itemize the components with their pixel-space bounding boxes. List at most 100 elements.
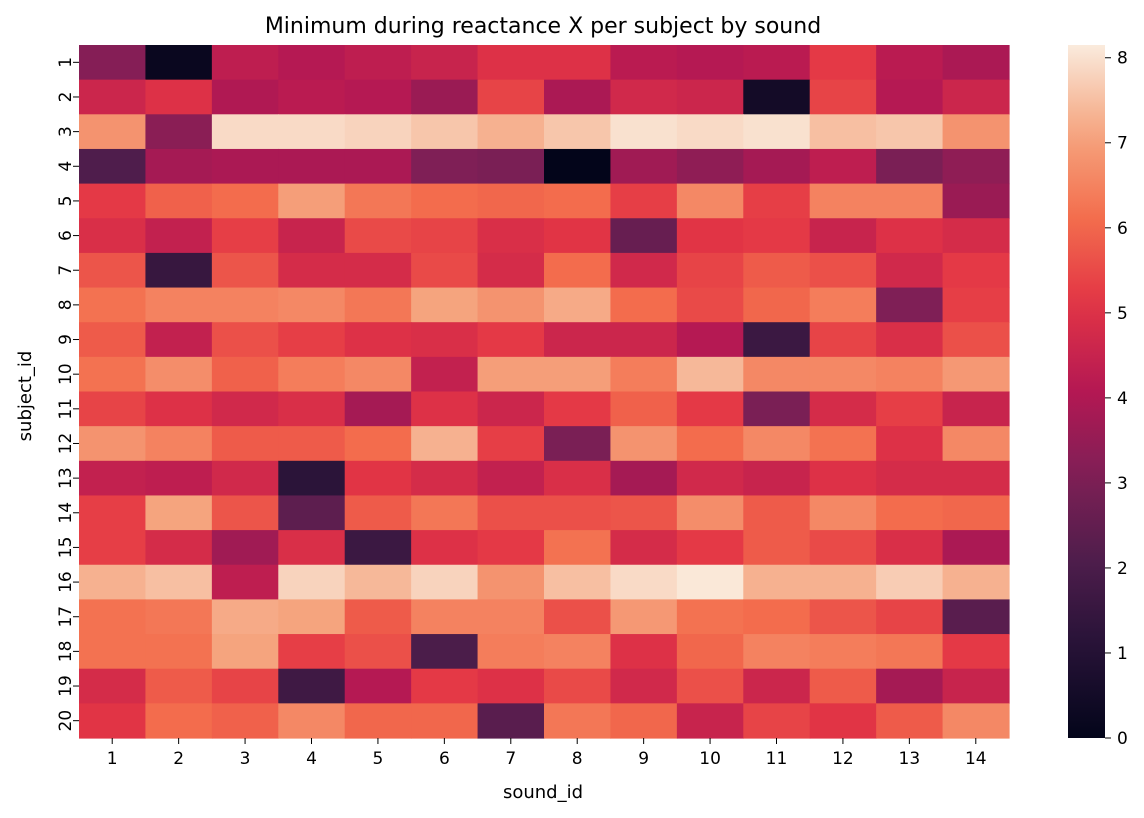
heatmap-cell <box>743 79 811 115</box>
heatmap-cell <box>278 45 346 81</box>
heatmap-cell <box>544 426 612 462</box>
heatmap-cell <box>145 460 213 497</box>
heatmap-cell <box>544 564 612 600</box>
heatmap-cell <box>743 530 811 566</box>
heatmap-cell <box>477 634 545 670</box>
heatmap-cell <box>79 599 147 635</box>
heatmap-cell <box>411 391 479 427</box>
heatmap-cell <box>876 703 944 739</box>
heatmap-cell <box>676 391 744 427</box>
heatmap-cell <box>676 564 744 600</box>
heatmap-cell <box>942 79 1010 115</box>
heatmap-cell <box>676 426 744 462</box>
heatmap-cell <box>477 668 545 704</box>
heatmap-cell <box>876 183 944 219</box>
heatmap-cell <box>278 634 346 670</box>
heatmap-cell <box>344 114 412 150</box>
y-tick-label: 13 <box>56 467 76 489</box>
heatmap-cell <box>211 634 279 670</box>
heatmap-cell <box>211 356 279 393</box>
heatmap-cell <box>676 45 744 81</box>
heatmap-cell <box>211 495 279 531</box>
heatmap-cell <box>344 183 412 219</box>
heatmap-cell <box>876 599 944 635</box>
heatmap-cell <box>477 183 545 219</box>
heatmap-cell <box>79 460 147 497</box>
heatmap-cell <box>79 564 147 600</box>
y-tick-label: 15 <box>56 537 76 559</box>
heatmap-cell <box>676 668 744 704</box>
heatmap-cell <box>942 703 1010 739</box>
heatmap-cell <box>809 218 877 254</box>
colorbar-tick-label: 7 <box>1117 134 1128 154</box>
heatmap-cell <box>477 703 545 739</box>
heatmap-cell <box>743 148 811 185</box>
heatmap-cell <box>211 183 279 219</box>
heatmap-cell <box>145 703 213 739</box>
heatmap-cell <box>344 79 412 115</box>
heatmap-cell <box>278 252 346 289</box>
heatmap-cell <box>743 322 811 358</box>
y-tick-label: 8 <box>56 299 76 310</box>
y-axis-label: subject_id <box>15 351 36 442</box>
heatmap-cell <box>610 495 678 531</box>
colorbar-tick-label: 6 <box>1117 219 1128 239</box>
colorbar-tick-label: 0 <box>1117 729 1128 749</box>
heatmap-cell <box>610 530 678 566</box>
chart-title: Minimum during reactance X per subject b… <box>265 14 821 39</box>
heatmap-cell <box>942 564 1010 600</box>
heatmap-cell <box>544 183 612 219</box>
heatmap-cell <box>942 322 1010 358</box>
heatmap-cell <box>809 460 877 497</box>
heatmap-cell <box>743 495 811 531</box>
heatmap-cell <box>477 495 545 531</box>
heatmap-cell <box>610 460 678 497</box>
heatmap-cell <box>145 114 213 150</box>
heatmap-cell <box>942 45 1010 81</box>
heatmap-cell <box>145 148 213 185</box>
heatmap-cell <box>411 114 479 150</box>
heatmap-cell <box>809 79 877 115</box>
heatmap-cell <box>477 426 545 462</box>
heatmap-cell <box>411 183 479 219</box>
heatmap-cell <box>411 564 479 600</box>
y-tick-label: 9 <box>56 334 76 345</box>
heatmap-cell <box>942 252 1010 289</box>
heatmap-cell <box>145 322 213 358</box>
heatmap-cell <box>610 668 678 704</box>
heatmap-cell <box>676 703 744 739</box>
heatmap-cell <box>344 599 412 635</box>
heatmap-cell <box>876 218 944 254</box>
heatmap-cell <box>610 287 678 323</box>
x-tick-label: 5 <box>373 749 384 769</box>
heatmap-cell <box>145 45 213 81</box>
heatmap-cell <box>411 148 479 185</box>
x-tick-label: 3 <box>240 749 251 769</box>
heatmap-cell <box>211 564 279 600</box>
heatmap-cell <box>676 148 744 185</box>
colorbar-tick-label: 4 <box>1117 389 1128 409</box>
heatmap-cell <box>876 530 944 566</box>
heatmap-cell <box>79 391 147 427</box>
y-tick-label: 16 <box>56 571 76 593</box>
heatmap-cell <box>278 79 346 115</box>
heatmap-cell <box>79 426 147 462</box>
heatmap-cell <box>145 391 213 427</box>
heatmap-cell <box>942 426 1010 462</box>
heatmap-cell <box>743 426 811 462</box>
colorbar-tick-label: 5 <box>1117 304 1128 324</box>
heatmap-cell <box>876 45 944 81</box>
heatmap-cell <box>477 564 545 600</box>
y-tick-label: 1 <box>56 57 76 68</box>
heatmap-cell <box>610 79 678 115</box>
heatmap-cell <box>278 599 346 635</box>
heatmap-cell <box>411 668 479 704</box>
heatmap-cell <box>876 668 944 704</box>
heatmap-cell <box>676 495 744 531</box>
heatmap-cell <box>278 460 346 497</box>
x-tick-label: 8 <box>572 749 583 769</box>
heatmap-cell <box>942 634 1010 670</box>
heatmap-cell <box>278 426 346 462</box>
heatmap-cell <box>278 356 346 393</box>
